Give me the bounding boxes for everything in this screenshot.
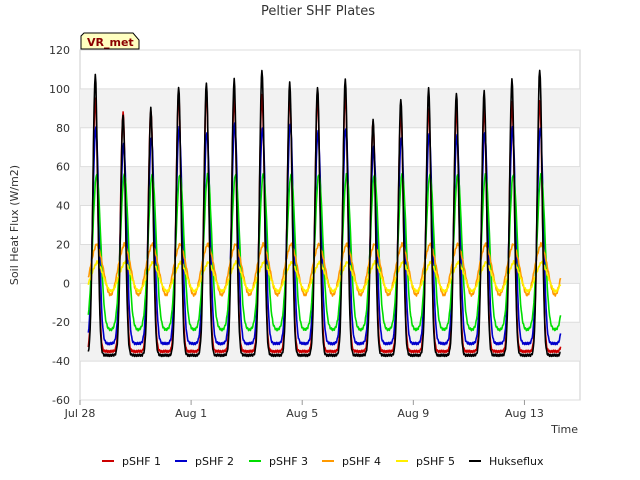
series-line-hukseflux <box>87 69 561 358</box>
y-tick-label: 0 <box>63 277 70 290</box>
y-tick-label: 40 <box>56 200 70 213</box>
y-tick-label: -20 <box>52 316 70 329</box>
grid-band <box>80 166 580 206</box>
y-tick-label: 60 <box>56 161 70 174</box>
legend-label: pSHF 4 <box>342 455 381 468</box>
legend-label: pSHF 2 <box>195 455 234 468</box>
gridlines <box>80 49 580 401</box>
y-tick-label: 120 <box>49 44 70 57</box>
y-tick-label: -60 <box>52 394 70 407</box>
legend-label: Hukseflux <box>489 455 544 468</box>
badge-label: VR_met <box>87 36 134 49</box>
series-line-pshf-4 <box>87 241 562 297</box>
x-tick-label: Aug 9 <box>397 407 429 420</box>
chart-title: Peltier SHF Plates <box>261 4 375 19</box>
grid-band <box>80 244 580 284</box>
x-axis-title: Time <box>550 423 578 436</box>
legend-label: pSHF 5 <box>416 455 455 468</box>
legend-label: pSHF 3 <box>269 455 308 468</box>
legend-label: pSHF 1 <box>122 455 161 468</box>
y-tick-label: -40 <box>52 355 70 368</box>
grid-band <box>80 88 580 128</box>
y-tick-label: 20 <box>56 238 70 251</box>
legend: pSHF 1 pSHF 2 pSHF 3 pSHF 4 pSHF 5 Hukseflux <box>102 455 544 468</box>
x-tick-label: Jul 28 <box>64 407 96 420</box>
x-tick-label: Aug 1 <box>175 407 207 420</box>
y-axis-ticks: -60 -40 -20 0 20 40 60 80 100 120 <box>49 44 70 407</box>
series-line-pshf-5 <box>87 260 562 294</box>
badge-shape <box>80 32 140 50</box>
x-tick-label: Aug 5 <box>286 407 318 420</box>
x-tick-label: Aug 13 <box>505 407 544 420</box>
vr-met-badge: VR_met <box>80 32 140 50</box>
series-lines <box>87 69 562 358</box>
y-tick-label: 80 <box>56 122 70 135</box>
x-axis-ticks: Jul 28 Aug 1 Aug 5 Aug 9 Aug 13 <box>64 400 544 420</box>
y-axis-title: Soil Heat Flux (W/m2) <box>8 165 21 285</box>
y-tick-label: 100 <box>49 83 70 96</box>
